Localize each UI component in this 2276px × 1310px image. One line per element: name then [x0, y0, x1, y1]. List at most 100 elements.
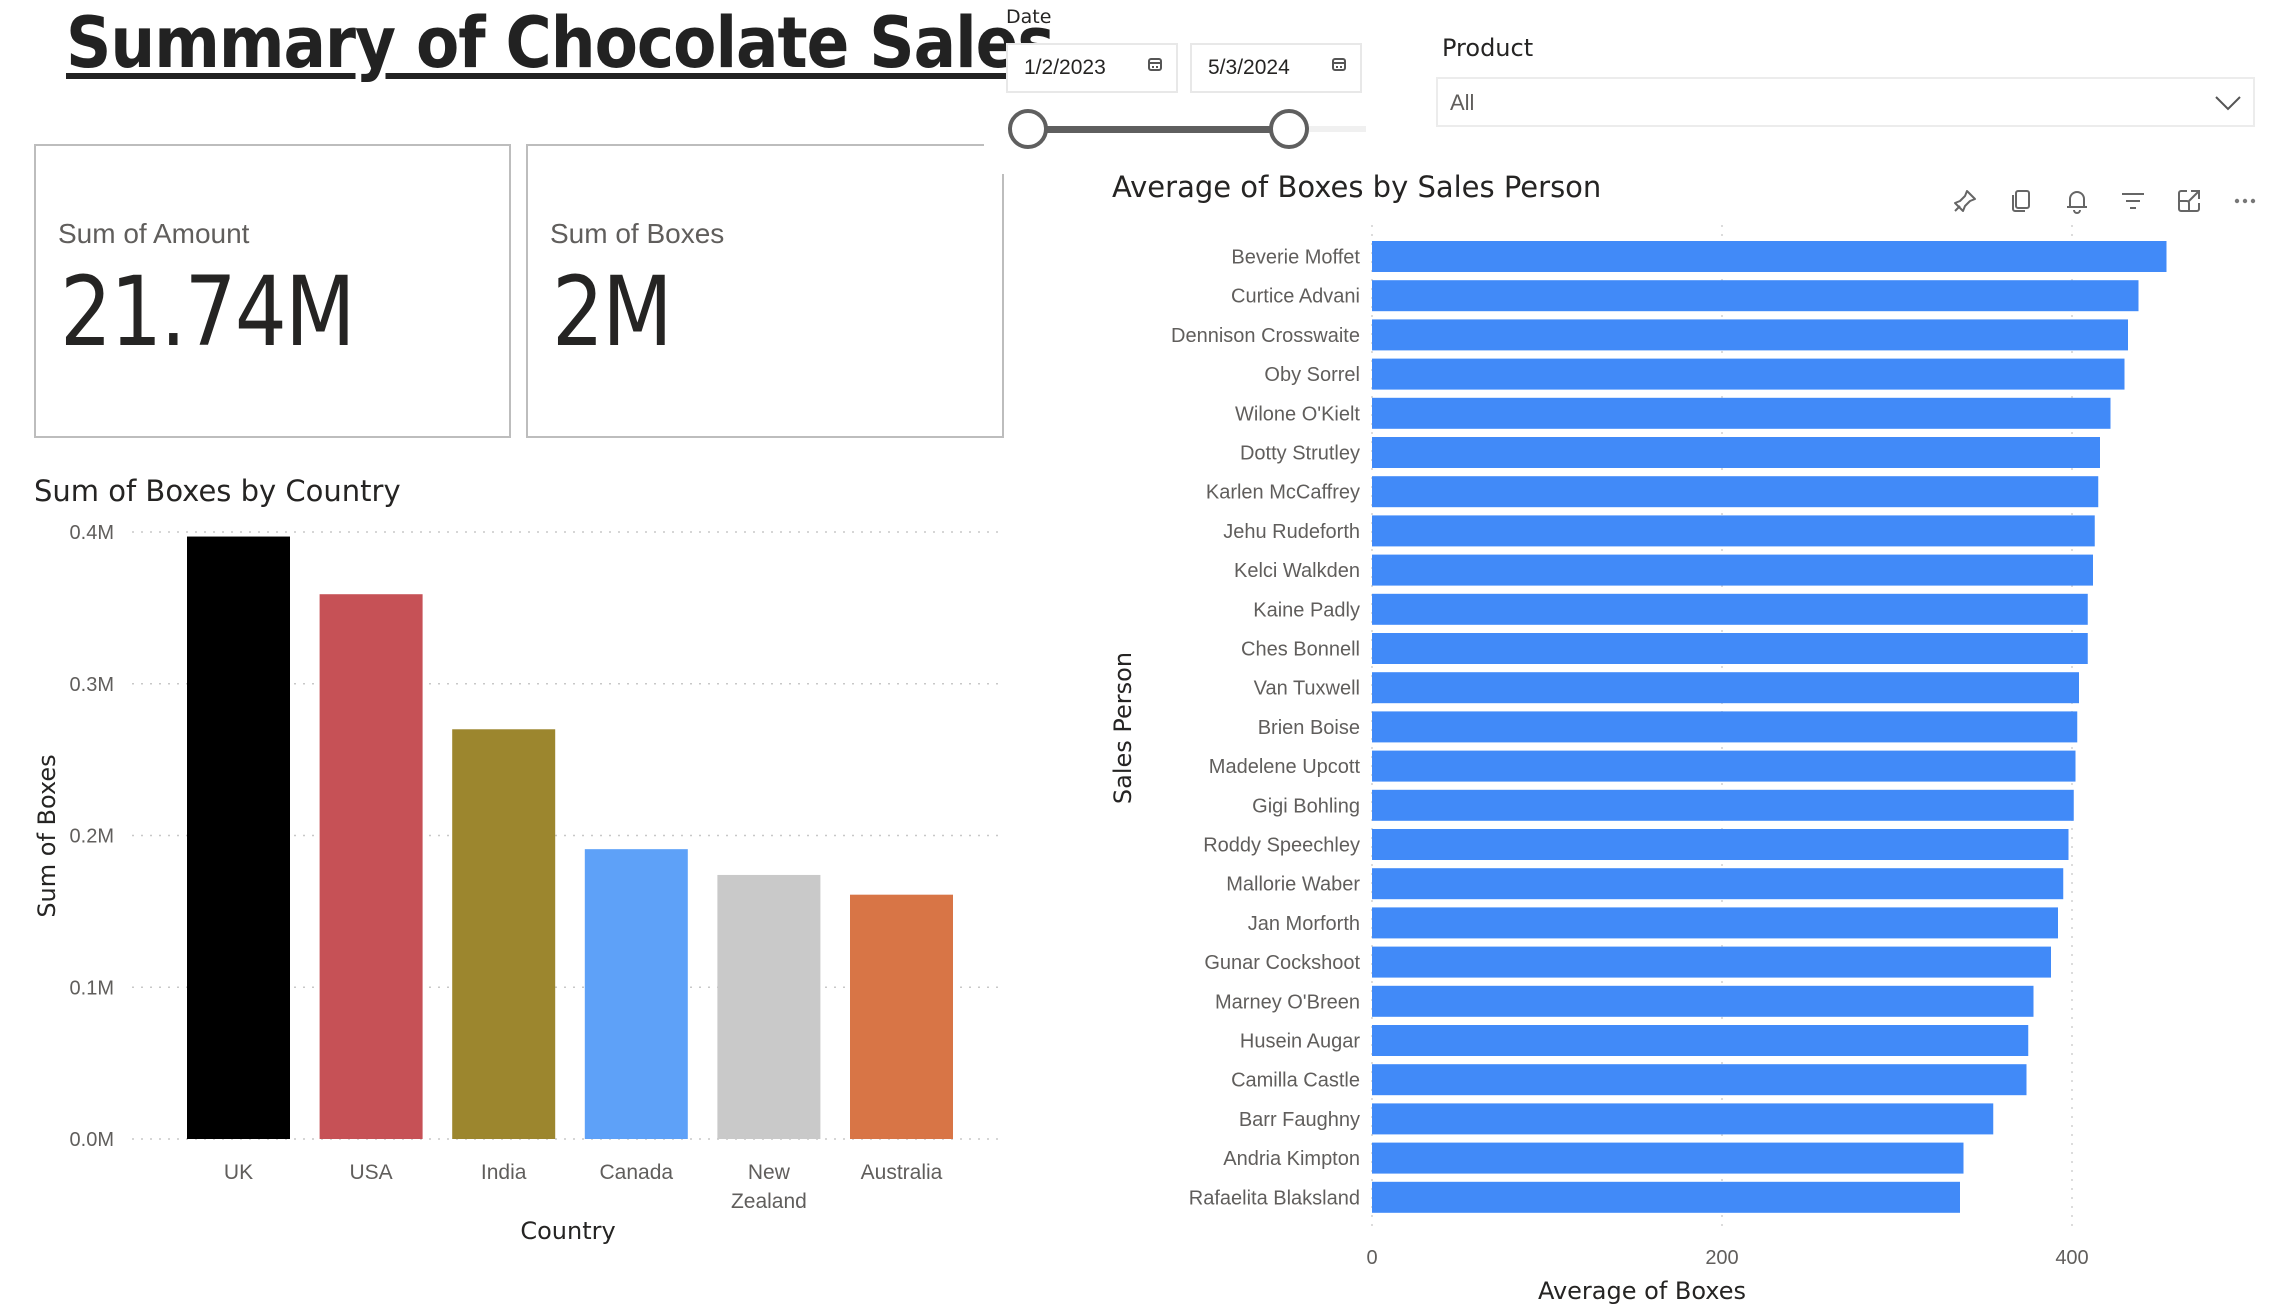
product-slicer-label: Product [1442, 34, 1534, 62]
y-tick-label: 0.3M [70, 674, 114, 696]
date-end-input[interactable]: 5/3/2024 [1190, 43, 1362, 93]
bar-camilla-castle [1372, 1064, 2027, 1096]
x-tick-label: 0 [1366, 1247, 1377, 1269]
bar-new-zealand [717, 874, 821, 1139]
bar-beverie-moffet [1372, 241, 2167, 272]
x-tick-label: 200 [1705, 1247, 1738, 1269]
filter-icon[interactable] [2118, 186, 2148, 216]
bell-icon[interactable] [2062, 186, 2092, 216]
bar-dotty-strutley [1372, 437, 2100, 468]
x-tick-label: 400 [2055, 1247, 2088, 1269]
bar-india [452, 729, 556, 1139]
bar-madelene-upcott [1372, 750, 2076, 782]
y-tick-label: 0.4M [70, 522, 114, 544]
kpi-card-sum-of-amount[interactable]: Sum of Amount 21.74M [34, 144, 511, 438]
bar-wilone-o-kielt [1372, 397, 2111, 429]
x-axis-title: Average of Boxes [1538, 1277, 1746, 1305]
bar-barr-faughny [1372, 1103, 1994, 1135]
y-tick-label: 0.2M [70, 826, 114, 848]
bar-husein-augar [1372, 1025, 2029, 1056]
bar-usa [319, 594, 423, 1139]
date-start-input[interactable]: 1/2/2023 [1006, 43, 1178, 93]
date-slicer: Date 1/2/2023 5/3/2024 [1000, 0, 1380, 160]
bar-van-tuxwell [1372, 672, 2079, 704]
focus-mode-icon[interactable] [2174, 186, 2204, 216]
y-tick-label: Karlen McCaffrey [1206, 482, 1360, 504]
y-axis-title: Sum of Boxes [33, 754, 61, 917]
salesperson-bar-chart: 0 200 400 Beverie Moffet Curtice Advani Denni… [1109, 225, 2167, 1305]
kpi-label: Sum of Boxes [550, 218, 725, 249]
bar-canada [584, 849, 688, 1139]
bar-jan-morforth [1372, 907, 2058, 939]
bar-rafaelita-blaksland [1372, 1181, 1960, 1213]
product-dropdown[interactable]: All [1436, 77, 2255, 127]
calendar-icon[interactable] [1332, 58, 1346, 71]
y-tick-label: Andria Kimpton [1223, 1148, 1360, 1170]
bar-australia [850, 894, 953, 1139]
date-slider-start-handle[interactable] [1008, 109, 1048, 149]
pin-icon[interactable] [1950, 186, 1980, 216]
calendar-icon[interactable] [1148, 58, 1162, 71]
x-tick-label: UK [224, 1161, 253, 1184]
date-slider-end-handle[interactable] [1268, 109, 1309, 149]
y-tick-label: Kaine Padly [1253, 599, 1360, 621]
y-tick-label: Mallorie Waber [1226, 874, 1360, 896]
y-axis-title: Sales Person [1109, 652, 1137, 804]
more-options-icon[interactable] [2230, 186, 2260, 216]
y-tick-label: Jan Morforth [1248, 913, 1360, 935]
bar-ches-bonnell [1372, 633, 2088, 664]
bar-curtice-advani [1372, 280, 2139, 312]
product-dropdown-value: All [1450, 90, 1475, 115]
y-tick-label: Brien Boise [1258, 717, 1360, 739]
bar-kaine-padly [1372, 593, 2088, 625]
y-tick-label: Gunar Cockshoot [1204, 952, 1360, 974]
y-tick-label: Dennison Crosswaite [1171, 325, 1360, 347]
x-axis-title: Country [520, 1217, 615, 1245]
x-tick-label: New Zealand [731, 1161, 807, 1213]
bar-oby-sorrel [1372, 358, 2125, 390]
x-tick-label: Canada [600, 1161, 674, 1184]
y-tick-label: Gigi Bohling [1252, 795, 1360, 817]
bar-karlen-mccaffrey [1372, 476, 2099, 508]
y-tick-label: 0.1M [70, 977, 114, 999]
date-start-value: 1/2/2023 [1024, 56, 1106, 79]
y-tick-label: Marney O'Breen [1215, 991, 1360, 1013]
page-title: Summary of Chocolate Sales [66, 2, 1055, 84]
slicer-overlap [984, 140, 1014, 174]
y-tick-label: 0.0M [70, 1129, 114, 1151]
kpi-value: 21.74M [60, 256, 356, 368]
bar-roddy-speechley [1372, 829, 2069, 860]
bar-kelci-walkden [1372, 554, 2093, 586]
date-end-value: 5/3/2024 [1208, 56, 1290, 79]
country-chart-title: Sum of Boxes by Country [34, 474, 401, 508]
visual-header [1950, 186, 2260, 216]
y-tick-label: Ches Bonnell [1241, 639, 1360, 661]
date-slicer-label: Date [1006, 6, 1052, 28]
y-tick-label: Van Tuxwell [1254, 678, 1360, 700]
x-tick-label: USA [350, 1161, 393, 1184]
bar-jehu-rudeforth [1372, 515, 2095, 547]
y-tick-label: Roddy Speechley [1203, 835, 1360, 857]
salesperson-chart-title: Average of Boxes by Sales Person [1112, 170, 1602, 204]
date-slider-range [1014, 126, 1289, 133]
copy-icon[interactable] [2006, 186, 2036, 216]
bar-gigi-bohling [1372, 789, 2074, 821]
y-tick-label: Jehu Rudeforth [1223, 521, 1360, 543]
y-tick-label: Oby Sorrel [1264, 364, 1360, 386]
y-tick-label: Kelci Walkden [1234, 560, 1360, 582]
y-tick-label: Dotty Strutley [1240, 443, 1360, 465]
kpi-card-sum-of-boxes[interactable]: Sum of Boxes 2M [526, 144, 1004, 438]
bar-marney-o-breen [1372, 985, 2034, 1017]
y-tick-label: Madelene Upcott [1209, 756, 1361, 778]
chevron-down-icon[interactable] [2215, 95, 2241, 111]
bar-brien-boise [1372, 711, 2078, 743]
bar-gunar-cockshoot [1372, 946, 2051, 978]
x-tick-label: India [481, 1161, 527, 1184]
bar-andria-kimpton [1372, 1142, 1964, 1174]
bar-mallorie-waber [1372, 868, 2064, 900]
x-tick-label: Australia [861, 1161, 943, 1184]
y-tick-label: Curtice Advani [1231, 286, 1360, 308]
y-tick-label: Beverie Moffet [1231, 247, 1360, 269]
y-tick-label: Husein Augar [1240, 1031, 1360, 1053]
bar-uk [187, 536, 290, 1139]
